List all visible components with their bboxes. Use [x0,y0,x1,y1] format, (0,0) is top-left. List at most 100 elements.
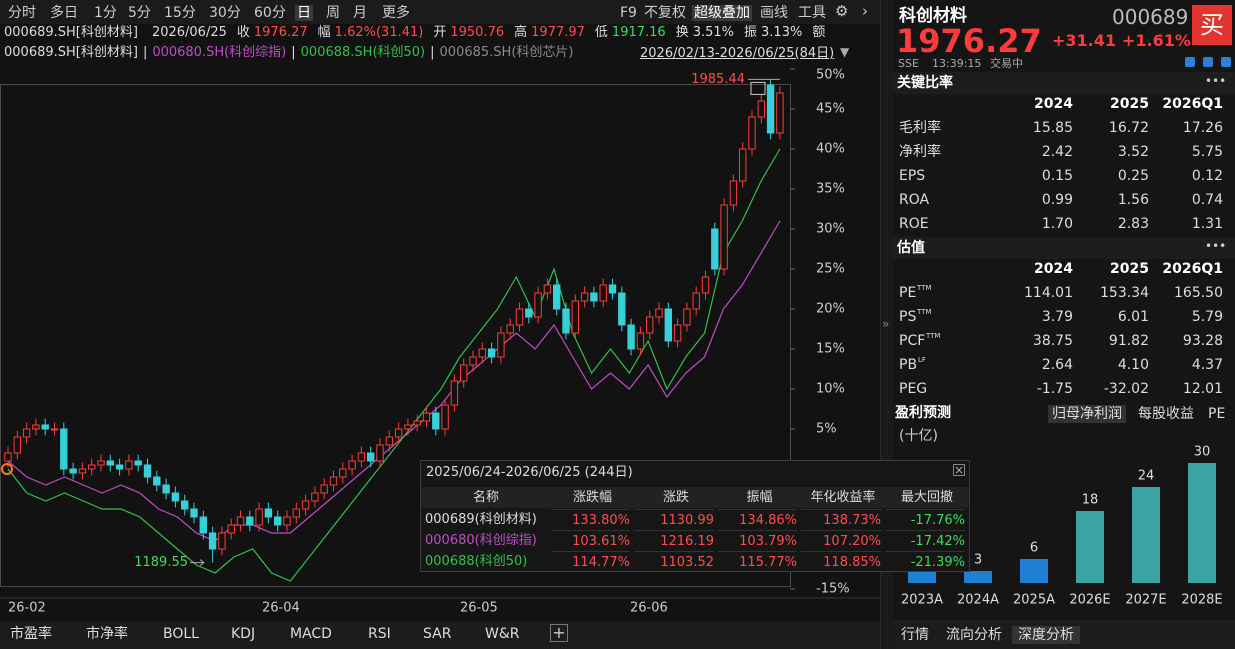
forecast-tab[interactable]: 归母净利润 [1048,405,1126,423]
section-title: 关键比率 [897,75,953,91]
popup-cell: 1130.99 [634,509,714,531]
period-tab[interactable]: 周 [326,5,340,21]
exchange: SSE [898,57,919,70]
section-title: 盈利预测 [895,405,951,421]
candle-body [227,524,235,534]
candle-body [13,436,22,454]
legend-entry: 000689.SH[科创材料] [4,45,138,60]
candle-body [497,332,505,358]
indicator-tab[interactable]: 市净率 [86,626,128,642]
popup-column-header: 最大回撤 [885,487,970,508]
candle-body [636,332,645,350]
popup-close[interactable]: × [953,463,965,477]
panel-tab[interactable]: 流向分析 [946,627,1002,643]
forecast-bar [1132,487,1160,583]
low-pointer [190,559,205,566]
indicator-tab[interactable]: KDJ [231,626,256,642]
period-tab[interactable]: 多日 [50,5,78,21]
forecast-bar [1188,463,1216,583]
panel-icon[interactable] [1203,57,1213,67]
indicator-tab[interactable]: W&R [485,626,520,642]
candle-body [543,284,552,294]
popup-column-header: 振幅 [718,487,802,508]
more-dots[interactable]: ••• [1205,74,1227,88]
table-cell: 91.82 [1108,333,1149,349]
candle-body [385,436,394,446]
table-cell: 0.99 [1041,192,1073,208]
indicator-tab[interactable]: 市盈率 [10,626,52,642]
indicator-tab[interactable]: BOLL [163,626,199,642]
candle-body [283,516,291,526]
popup-cell: 118.85% [801,551,881,573]
candle-body [32,424,40,430]
tool-button[interactable]: 不复权 [644,5,686,21]
settings-icon[interactable]: ⚙ [835,2,849,20]
arrow-icon[interactable]: › [862,2,868,20]
candle-body [190,508,198,518]
indicator-tab[interactable]: MACD [290,626,332,642]
forecast-tab[interactable]: 每股收益 [1138,406,1194,422]
section-header [893,72,1235,94]
candle-body [97,460,105,466]
column-header: 2025 [1110,261,1149,277]
indicator-tab[interactable]: SAR [423,626,452,642]
x-tick-label: 26-05 [460,601,498,616]
tool-button[interactable]: F9 [620,5,637,21]
candle-body [701,276,710,294]
tool-button[interactable]: 画线 [760,5,788,21]
candle-body [692,292,700,310]
add-tab[interactable]: + [550,624,568,642]
candle-body [60,428,68,470]
forecast-tab[interactable]: PE [1208,406,1226,422]
period-tab[interactable]: 更多 [382,5,410,21]
panel-tab[interactable]: 深度分析 [1012,626,1080,644]
period-tab[interactable]: 15分 [164,5,196,21]
start-marker [1,463,13,475]
collapse-icon[interactable]: » [882,317,890,331]
table-cell: 0.25 [1117,168,1149,184]
period-tab[interactable]: 5分 [128,5,151,21]
row-label: ROE [899,216,929,232]
buy-button[interactable]: 买 [1192,5,1232,45]
candle-body [367,452,375,462]
period-tab[interactable]: 日 [295,5,313,21]
popup-cell: -21.39% [885,551,965,573]
candle-body [181,500,189,510]
more-dots[interactable]: ••• [1205,239,1227,253]
period-tab[interactable]: 分时 [8,5,36,21]
panel-tab[interactable]: 行情 [901,627,929,643]
candle-body [515,308,524,326]
period-tab[interactable]: 60分 [254,5,286,21]
candle-body [357,452,366,462]
quote-date: 2026/06/25 [151,25,227,40]
table-cell: 153.34 [1100,285,1149,301]
compare-popup: 2025/06/24-2026/06/25 (244日) × 名称 涨跌幅 涨跌 振幅 年化… [420,460,970,572]
panel-icon[interactable] [1221,57,1231,67]
legend-entry: 000685.SH(科创芯片) [439,45,574,60]
candle-body [311,492,319,502]
tool-button[interactable]: 超级叠加 [692,5,752,21]
candle-body [171,492,180,502]
period-tab[interactable]: 1分 [94,5,117,21]
candle-body [199,516,208,534]
candle-body [525,308,533,318]
row-label-sup: LF [918,356,926,364]
indicator-tab[interactable]: RSI [368,626,391,642]
table-cell: 4.37 [1191,357,1223,373]
high-label: 1985.44 [691,72,745,87]
bar-value-label: 18 [1082,493,1099,508]
quote-label: 低 [594,25,608,40]
period-tab[interactable]: 30分 [209,5,241,21]
candle-body [153,476,161,486]
panel-icon[interactable] [1185,57,1195,67]
table-cell: 93.28 [1182,333,1223,349]
quote-value: 3.51% [692,25,735,40]
tool-button[interactable]: 工具 [798,5,826,21]
y-tick-label: 40% [816,142,845,157]
table-cell: 114.01 [1024,285,1073,301]
popup-cell: -17.42% [885,530,965,552]
popup-title: 2025/06/24-2026/06/25 (244日) [426,465,633,480]
period-tab[interactable]: 月 [353,5,367,21]
candle-body [580,292,589,302]
y-tick-label: 30% [816,222,845,237]
